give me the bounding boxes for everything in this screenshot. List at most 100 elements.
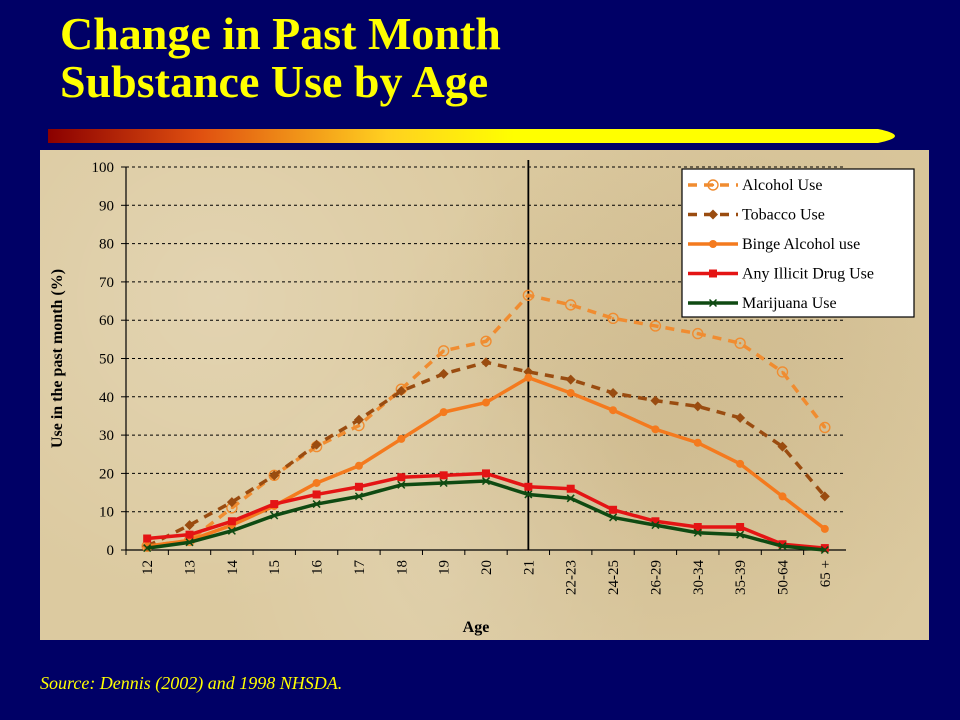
x-tick-label: 19 [437, 560, 453, 575]
series-5-point [820, 545, 829, 555]
legend-marker-2 [708, 209, 718, 220]
x-tick-label: 35-39 [733, 560, 749, 595]
title-line-2: Substance Use by Age [60, 56, 489, 107]
y-tick-label: 70 [99, 275, 114, 291]
series-1-point [607, 312, 619, 324]
series-1-point-dot [527, 294, 530, 297]
series-4-point [524, 482, 533, 491]
series-5-point [185, 538, 194, 547]
series-5-point [439, 478, 448, 488]
y-tick-label: 90 [99, 198, 114, 214]
y-tick-label: 0 [107, 543, 115, 559]
series-2-point [184, 520, 195, 531]
series-2-point [481, 357, 491, 368]
series-1-point-dot [230, 506, 234, 510]
series-5-point [566, 494, 575, 503]
y-tick-label: 50 [99, 352, 114, 368]
series-4-point [778, 540, 787, 549]
x-tick-label: 12 [140, 560, 156, 575]
series-2-point [565, 374, 576, 385]
series-4-point [439, 471, 448, 480]
series-4-point [609, 505, 618, 514]
line-chart: 0 10 20 30 40 50 60 70 80 90 100 12 13 14 15 16 17 18 19 20… [49, 160, 915, 636]
series-5-point [778, 542, 787, 551]
legend-label: Tobacco Use [742, 207, 825, 224]
series-line-4 [147, 471, 825, 550]
series-1-point-dot [442, 349, 445, 353]
series-3-point [651, 425, 660, 434]
series-4-point [143, 534, 152, 543]
series-3-point [482, 398, 490, 407]
y-tick-label: 20 [99, 466, 114, 482]
series-2-point [438, 368, 449, 379]
series-5-point [524, 490, 533, 499]
series-line-1 [146, 293, 827, 548]
series-5-point [143, 544, 152, 553]
y-tick-label: 30 [99, 428, 114, 444]
legend-marker-5 [708, 298, 718, 308]
x-tick-label: 20 [479, 560, 495, 575]
series-2-point [650, 395, 661, 406]
legend-marker-1 [707, 179, 719, 191]
title-line-1: Change in Past Month [60, 8, 501, 59]
x-tick-label: 15 [267, 560, 283, 575]
series-3-point [736, 459, 745, 468]
x-tick-label: 17 [352, 560, 368, 576]
series-1-point [437, 345, 450, 357]
series-4-point [693, 523, 702, 532]
series-4-point [736, 523, 745, 532]
series-4-point [651, 517, 660, 526]
series-2-point [735, 412, 746, 423]
series-4-point [312, 490, 321, 499]
series-3-point [566, 388, 575, 397]
series-4-point [482, 469, 490, 478]
series-3-point [354, 461, 363, 470]
series-5-point [481, 477, 491, 486]
legend-label: Any Illicit Drug Use [742, 266, 874, 283]
series-3-point [312, 478, 321, 487]
title-underline-bar [48, 129, 895, 143]
series-2-point [692, 401, 703, 412]
x-tick-label: 21 [521, 560, 537, 575]
series-4-point [397, 473, 406, 482]
series-1-point [692, 327, 704, 340]
series-5-point [609, 513, 618, 522]
series-3-point [524, 373, 533, 382]
series-5-point [354, 492, 363, 501]
chart-panel: 0 10 20 30 40 50 60 70 80 90 100 12 13 14 15 16 17 18 19 20… [40, 150, 929, 640]
series-5-point [651, 521, 660, 530]
x-tick-label: 18 [394, 560, 410, 575]
series-1-point-dot [696, 332, 699, 335]
legend-marker-4 [709, 269, 717, 278]
series-1-point-dot [357, 424, 361, 427]
series-1-point [565, 299, 577, 311]
y-tick-label: 80 [99, 237, 114, 253]
series-1-point [734, 337, 746, 349]
series-2-point [396, 386, 407, 397]
x-tick-label: 13 [183, 560, 199, 575]
series-1-point [819, 421, 831, 434]
series-2-point [777, 441, 788, 452]
series-3-point [693, 438, 702, 447]
x-tick-label: 22-23 [564, 560, 580, 595]
series-4-point [185, 530, 194, 539]
x-axis-title: Age [463, 619, 490, 636]
series-1-point [522, 289, 535, 302]
series-2-point [311, 439, 322, 450]
series-4-point [820, 544, 829, 553]
series-1-point-dot [611, 317, 615, 320]
series-2-point [819, 491, 830, 502]
series-1-point-dot [781, 370, 784, 374]
series-1-point-dot [738, 341, 742, 345]
y-axis-title: Use in the past month (%) [49, 269, 66, 448]
series-3-point [439, 408, 448, 417]
series-1-point [776, 366, 789, 378]
x-tick-label: 16 [310, 560, 326, 576]
x-tick-label: 14 [225, 560, 241, 576]
x-tick-label: 30-34 [691, 560, 707, 595]
series-1-point-dot [823, 426, 827, 429]
legend-marker-1-dot [711, 183, 715, 187]
legend-label: Alcohol Use [742, 177, 822, 194]
slide-title: Change in Past Month Substance Use by Ag… [60, 10, 920, 106]
x-tick-label: 24-25 [606, 560, 622, 595]
